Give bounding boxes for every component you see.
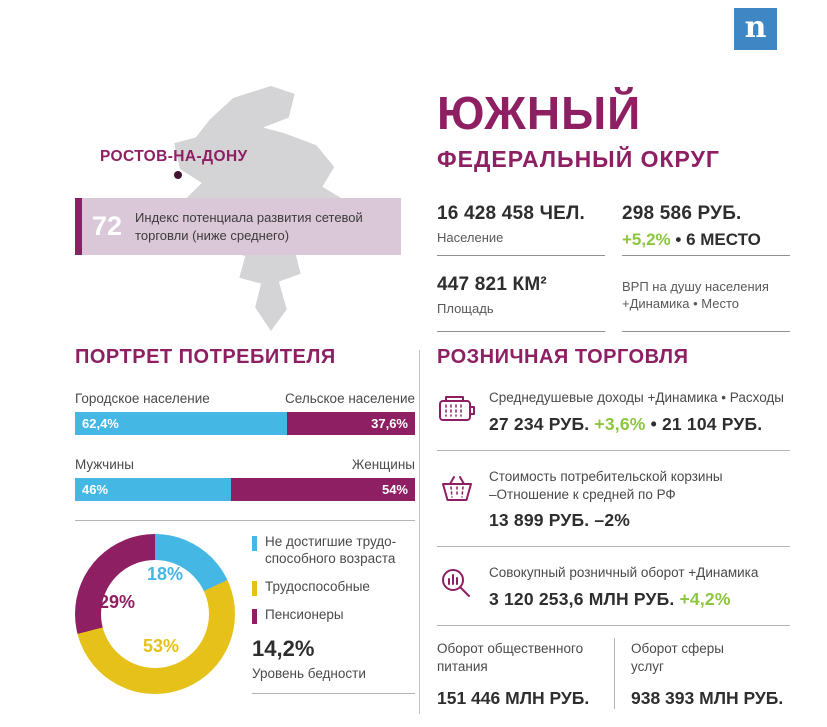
men-bar-segment: 46% <box>75 478 232 501</box>
retail-heading: РОЗНИЧНАЯ ТОРГОВЛЯ <box>437 346 689 368</box>
turnover-value: 3 120 253,6 МЛН РУБ. <box>489 588 675 609</box>
income-caption: Среднедушевые доходы +Динамика • Расходы <box>489 390 784 405</box>
district-header: ЮЖНЫЙ ФЕДЕРАЛЬНЫЙ ОКРУГ <box>437 90 720 171</box>
legend-item-working-age: Трудоспособные <box>252 579 415 596</box>
basket-caption-line1: Стоимость потребительской корзины <box>489 469 723 484</box>
men-label: Мужчины <box>75 457 134 472</box>
city-label: РОСТОВ-НА-ДОНУ <box>100 148 248 165</box>
age-structure-block: 18% 29% 53% Не достигшие трудо-способног… <box>75 534 415 694</box>
poverty-value: 14,2% <box>252 635 315 661</box>
legend-marker-purple <box>252 608 257 624</box>
magnifier-chart-icon <box>437 565 481 610</box>
rural-bar-segment: 37,6% <box>287 412 415 435</box>
catering-turnover-stat: Оборот общественного питания 151 446 МЛН… <box>437 638 615 710</box>
urban-rural-labels: Городское население Сельское население <box>75 391 415 406</box>
age-donut-wrap: 18% 29% 53% <box>75 534 235 694</box>
urban-rural-bar: 62,4% 37,6% <box>75 412 415 435</box>
grp-delta: +5,2% <box>622 230 671 249</box>
stat-population: 16 428 458 ЧЕЛ. Население <box>437 203 605 256</box>
basket-icon <box>437 469 481 514</box>
income-value: 27 234 РУБ. <box>489 413 590 434</box>
population-value: 16 428 458 ЧЕЛ. <box>437 203 586 224</box>
consumer-divider <box>75 520 415 521</box>
retail-index-box: 72 Индекс потенциала развития сетевой то… <box>75 198 401 255</box>
area-value: 447 821 КМ² <box>437 274 547 295</box>
donut-label-pensioners: 29% <box>99 592 136 612</box>
legend-item-under-working-age: Не достигшие трудо-способного возраста <box>252 534 415 568</box>
services-turnover-stat: Оборот сферы услуг 938 393 МЛН РУБ. <box>615 638 783 709</box>
logo-letter: n <box>744 9 767 45</box>
services-label: Оборот сферы услуг <box>631 641 724 674</box>
turnover-row: Совокупный розничный оборот +Динамика 3 … <box>437 547 790 627</box>
legend-marker-yellow <box>252 580 257 596</box>
wallet-icon <box>437 390 481 435</box>
income-delta: +3,6% <box>594 413 646 434</box>
basket-value-line: 13 899 РУБ. –2% <box>489 510 723 531</box>
donut-label-under-working-age: 18% <box>147 564 184 584</box>
income-row: Среднедушевые доходы +Динамика • Расходы… <box>437 372 790 451</box>
district-subtitle: ФЕДЕРАЛЬНЫЙ ОКРУГ <box>437 146 720 172</box>
consumer-heading: ПОРТРЕТ ПОТРЕБИТЕЛЯ <box>75 346 336 368</box>
legend-marker-blue <box>252 536 257 551</box>
poverty-stat: 14,2% Уровень бедности <box>252 636 415 694</box>
index-description: Индекс потенциала развития сетевой торго… <box>135 209 363 243</box>
poverty-label: Уровень бедности <box>252 665 366 681</box>
city-marker-dot <box>174 171 182 179</box>
retail-trade-section: РОЗНИЧНАЯ ТОРГОВЛЯ Среднедушевые дохо <box>437 346 790 710</box>
catering-label: Оборот общественного питания <box>437 641 584 674</box>
section-divider <box>419 350 420 714</box>
legend-text: Не достигшие трудо-способного возраста <box>265 534 397 566</box>
grp-value: 298 586 РУБ. <box>622 203 742 224</box>
key-stats: 16 428 458 ЧЕЛ. Население 298 586 РУБ. +… <box>437 203 790 332</box>
retail-rows: Среднедушевые доходы +Динамика • Расходы… <box>437 372 790 710</box>
basket-caption-line2: –Отношение к средней по РФ <box>489 486 676 502</box>
expenses-value: • 21 104 РУБ. <box>650 413 763 434</box>
rural-label: Сельское население <box>285 391 415 406</box>
consumer-portrait-section: ПОРТРЕТ ПОТРЕБИТЕЛЯ Городское население … <box>75 346 415 694</box>
donut-label-working-age: 53% <box>143 636 180 656</box>
legend-text: Трудоспособные <box>265 578 370 594</box>
population-label: Население <box>437 230 504 245</box>
index-value: 72 <box>92 211 123 241</box>
legend-text: Пенсионеры <box>265 606 344 622</box>
women-label: Женщины <box>351 457 415 472</box>
turnover-value-line: 3 120 253,6 МЛН РУБ. +4,2% <box>489 589 758 610</box>
turnover-delta: +4,2% <box>679 588 731 609</box>
catering-value: 151 446 МЛН РУБ. <box>437 688 590 709</box>
nielsen-logo: n <box>734 8 777 50</box>
grp-place: • 6 МЕСТО <box>675 230 761 249</box>
turnover-content: Совокупный розничный оборот +Динамика 3 … <box>489 564 758 610</box>
area-label: Площадь <box>437 301 494 316</box>
basket-row: Стоимость потребительской корзины –Отнош… <box>437 451 790 548</box>
income-content: Среднедушевые доходы +Динамика • Расходы… <box>489 389 784 435</box>
age-donut <box>75 534 235 694</box>
turnover-caption: Совокупный розничный оборот +Динамика <box>489 565 759 581</box>
stat-area: 447 821 КМ² Площадь <box>437 256 605 332</box>
donut-legend-column: Не достигшие трудо-способного возраста Т… <box>252 534 415 694</box>
basket-content: Стоимость потребительской корзины –Отнош… <box>489 468 723 531</box>
income-value-line: 27 234 РУБ. +3,6% • 21 104 РУБ. <box>489 414 784 435</box>
stat-grp-caption: ВРП на душу населения +Динамика • Место <box>622 256 790 332</box>
gender-labels: Мужчины Женщины <box>75 457 415 472</box>
retail-bottom-stats: Оборот общественного питания 151 446 МЛН… <box>437 626 790 710</box>
urban-bar-segment: 62,4% <box>75 412 288 435</box>
basket-value: 13 899 РУБ. –2% <box>489 510 631 531</box>
women-bar-segment: 54% <box>231 478 415 501</box>
gender-bar: 46% 54% <box>75 478 415 501</box>
urban-label: Городское население <box>75 391 210 406</box>
stat-grp: 298 586 РУБ. +5,2% • 6 МЕСТО <box>622 203 790 256</box>
grp-caption: ВРП на душу населения +Динамика • Место <box>622 279 769 311</box>
grp-delta-line: +5,2% • 6 МЕСТО <box>622 230 790 250</box>
services-value: 938 393 МЛН РУБ. <box>631 688 784 709</box>
district-title: ЮЖНЫЙ <box>437 87 642 139</box>
legend-item-pensioners: Пенсионеры <box>252 607 415 624</box>
